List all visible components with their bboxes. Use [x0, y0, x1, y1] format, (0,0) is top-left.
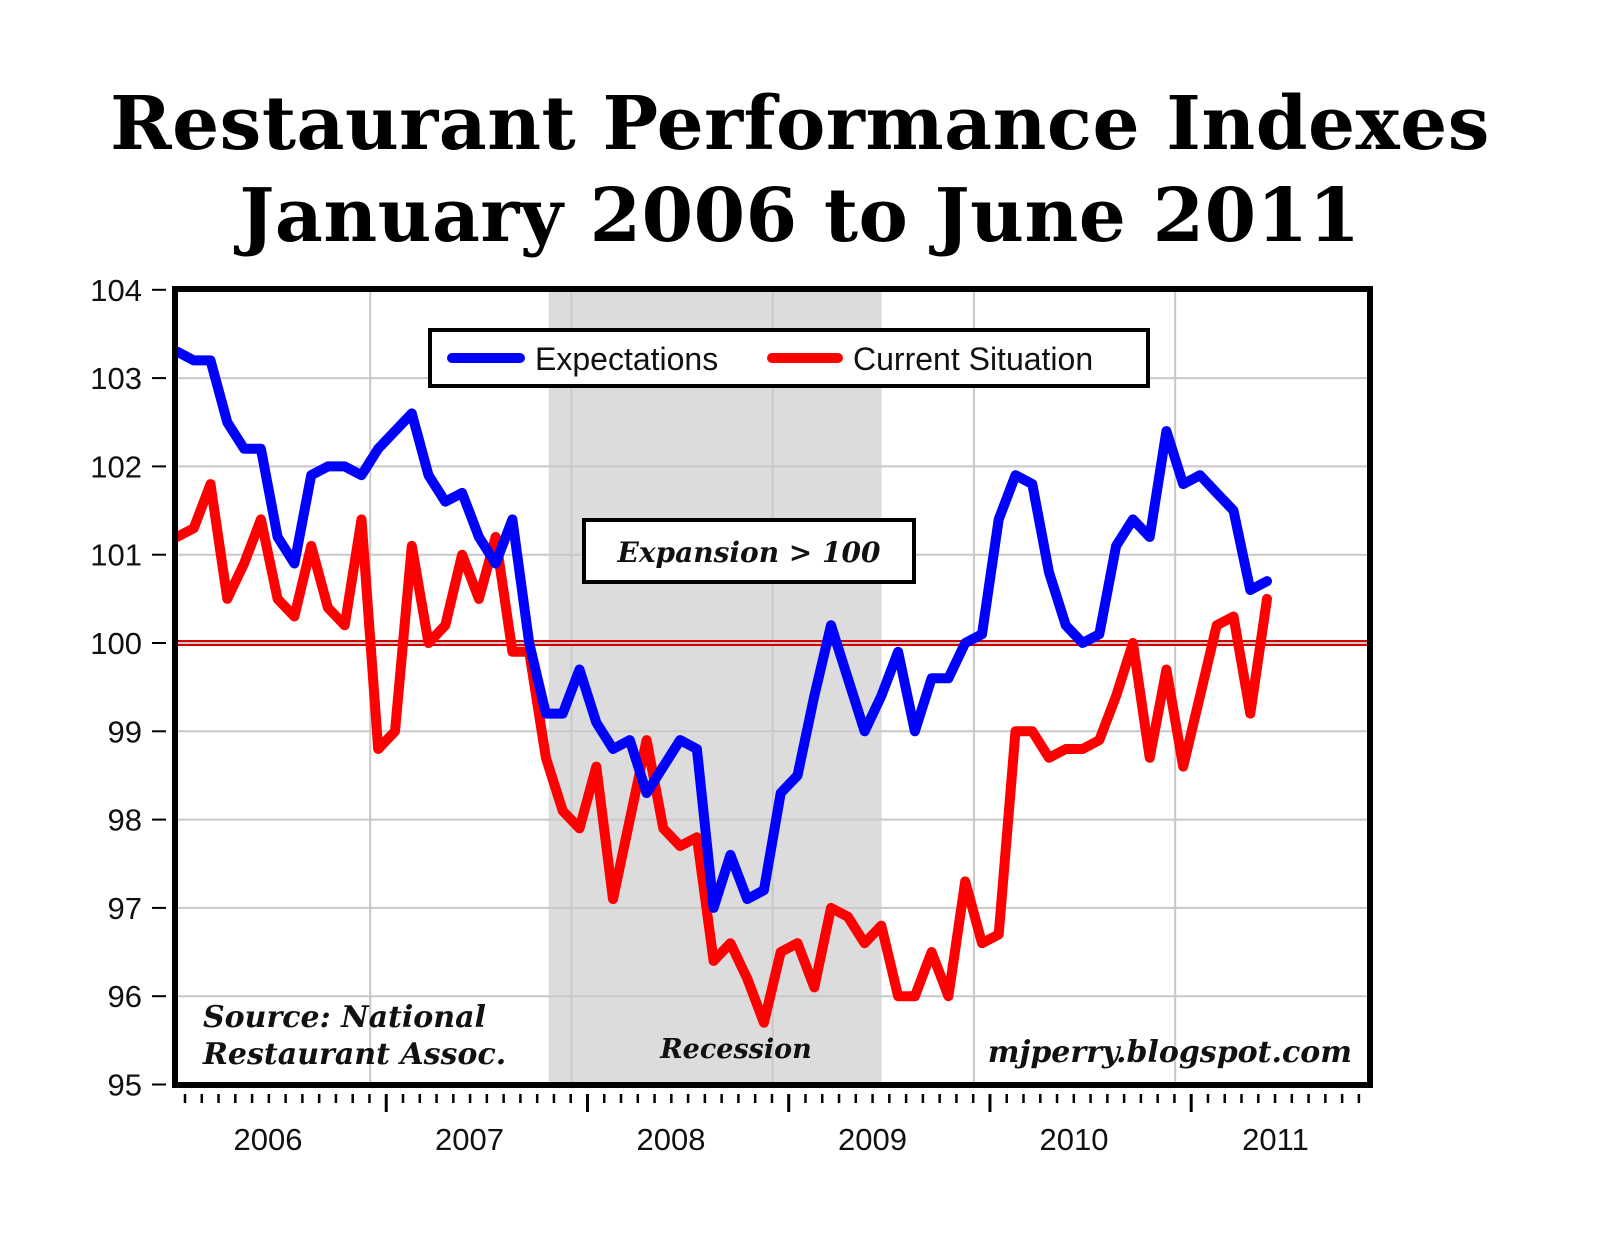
- x-tick-label: 2010: [1040, 1122, 1109, 1157]
- legend-label-expectations: Expectations: [535, 341, 718, 377]
- x-tick-label: 2009: [838, 1122, 907, 1157]
- source-line-2: Restaurant Assoc.: [202, 1037, 506, 1072]
- chart-title: Restaurant Performance Indexes January 2…: [0, 78, 1600, 262]
- expansion-annotation: Expansion > 100: [582, 518, 916, 584]
- x-tick-label: 2008: [637, 1122, 706, 1157]
- y-tick-label: 102: [90, 449, 142, 484]
- data-series: [172, 346, 1272, 1028]
- y-tick-label: 96: [108, 979, 142, 1014]
- credit-label: mjperry.blogspot.com: [988, 1035, 1352, 1070]
- legend: Expectations Current Situation: [428, 328, 1150, 388]
- y-tick-label: 95: [108, 1068, 142, 1103]
- expansion-box: [582, 518, 916, 584]
- legend-label-current-situation: Current Situation: [853, 341, 1093, 377]
- recession-label: Recession: [659, 1034, 812, 1065]
- y-tick-label: 104: [90, 273, 142, 308]
- plot-frame: [172, 286, 1373, 1088]
- y-axis: 95 96 97 98 99 100 101 102 103 104: [90, 273, 166, 1103]
- plot-border: [172, 286, 1373, 1088]
- y-tick-label: 99: [108, 714, 142, 749]
- series-line-expectations: [172, 346, 1272, 913]
- x-tick-label: 2007: [435, 1122, 504, 1157]
- x-axis: 2006 2007 2008 2009 2010 2011: [183, 1094, 1361, 1157]
- source-line-1: Source: National: [203, 1000, 486, 1035]
- legend-box: [428, 328, 1150, 388]
- series-line-current-situation: [172, 479, 1272, 1028]
- x-tick-label: 2006: [234, 1122, 303, 1157]
- title-line-1: Restaurant Performance Indexes: [110, 81, 1490, 167]
- title-line-2: January 2006 to June 2011: [239, 173, 1361, 259]
- y-tick-label: 98: [108, 803, 142, 838]
- x-tick-label: 2011: [1242, 1122, 1309, 1157]
- y-tick-label: 103: [90, 361, 142, 396]
- expansion-label: Expansion > 100: [617, 536, 881, 569]
- y-tick-label: 101: [90, 538, 142, 573]
- y-tick-label: 97: [108, 891, 142, 926]
- y-tick-label: 100: [90, 626, 142, 661]
